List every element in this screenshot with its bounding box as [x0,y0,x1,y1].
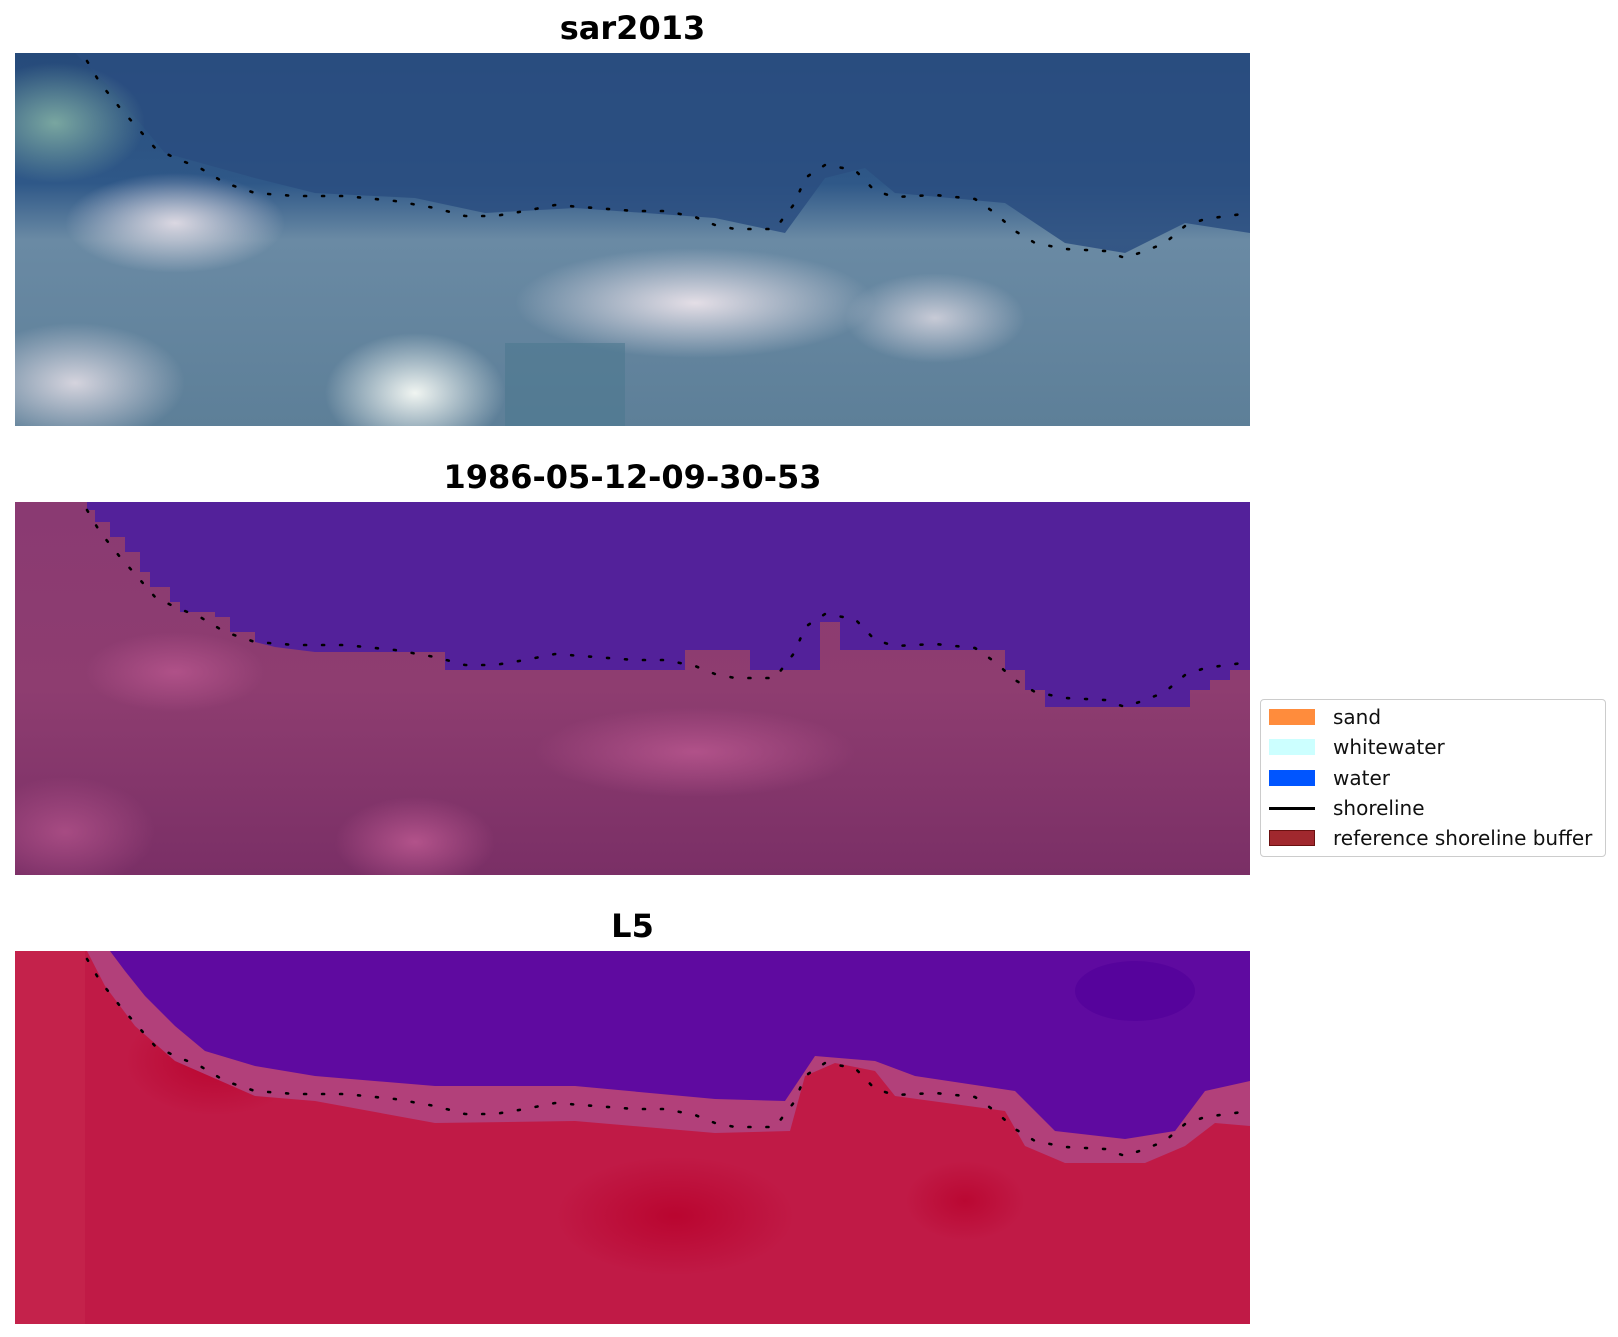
ndwi-water-deep [1075,961,1195,1021]
shoreline-dots [85,957,1250,1158]
legend-item-whitewater: whitewater [1269,735,1445,759]
ndwi-deep-patch-2 [555,1156,795,1276]
panel-classified-image [15,502,1250,875]
classified-pink-patch-2 [535,707,855,797]
panel-title-ndwi: L5 [611,907,654,945]
legend-label: sand [1333,705,1382,729]
water-swatch [1269,770,1315,786]
legend-item-shoreline: shoreline [1269,796,1425,820]
panel-rgb-image [15,53,1250,426]
rgb-bright-patch-2 [515,248,875,358]
ndwi-water [110,951,1250,1139]
legend-label: reference shoreline buffer [1333,826,1593,850]
classified-pink-patch-4 [15,777,155,875]
panel-title-rgb: sar2013 [559,9,706,47]
buffer-swatch [1269,830,1315,846]
shoreline-dots [85,508,1250,709]
rgb-teal-patch [15,63,145,183]
legend-item-reference-shoreline-buffer: reference shoreline buffer [1269,826,1593,850]
sand-swatch [1269,709,1315,725]
legend-label: shoreline [1333,796,1425,820]
legend-item-sand: sand [1269,705,1382,729]
shoreline-dots [85,59,1250,260]
panel-title-classified: 1986-05-12-09-30-53 [443,458,822,496]
rgb-water-area [15,53,1250,253]
legend: sand whitewater water shoreline referenc… [1260,699,1606,857]
classified-pink-patch-1 [85,632,265,712]
rgb-bright-patch-5 [15,323,185,426]
ndwi-deep-patch-3 [905,1161,1025,1241]
rgb-dark-strip [505,343,625,426]
legend-label: water [1333,766,1390,790]
legend-label: whitewater [1333,735,1445,759]
shoreline-line-swatch [1269,806,1315,810]
legend-item-water: water [1269,766,1390,790]
classified-pink-patch-3 [335,797,495,875]
classified-water [87,502,1250,707]
whitewater-swatch [1269,739,1315,755]
rgb-bright-patch-1 [65,173,285,273]
rgb-bright-patch-3 [845,273,1025,363]
ndwi-left-edge [15,951,85,1324]
rgb-bright-patch-4 [325,333,505,426]
panel-ndwi-image [15,951,1250,1324]
